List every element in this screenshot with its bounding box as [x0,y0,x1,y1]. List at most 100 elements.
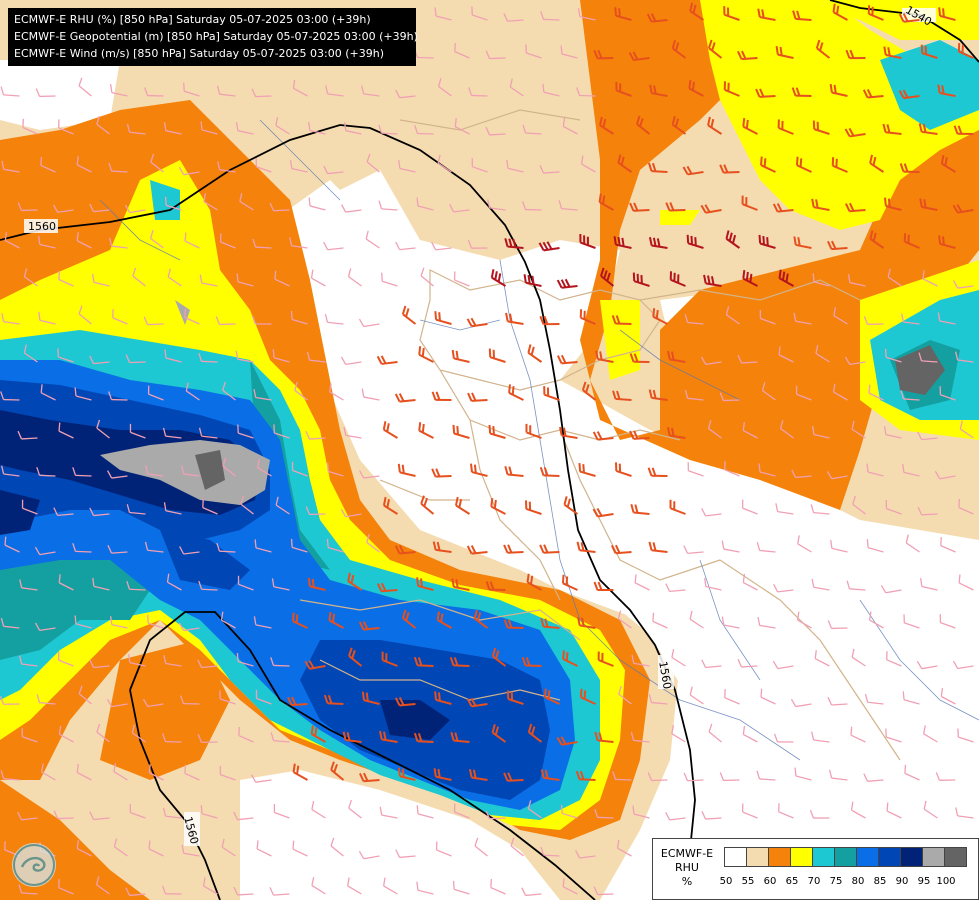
wind-barb-shaft [633,209,650,212]
wind-barb-shaft [40,392,56,401]
wind-barb-flag [952,660,959,669]
wind-barb-flag [546,387,550,397]
wind-barb-shaft [184,90,200,97]
wind-barb-shaft [437,619,452,629]
wind-barb-flag [544,618,549,628]
wind-barb-shaft [689,618,704,629]
wind-barb-flag [791,87,797,96]
wind-barb-shaft [563,125,578,135]
wind-barb-shaft [21,587,38,591]
wind-barb-flag [900,390,905,400]
wind-barb-flag [924,45,928,55]
wind-barb-shaft [526,431,542,439]
wind-barb-shaft [39,243,56,249]
wind-barb-flag [453,803,456,813]
wind-barb [689,610,704,629]
wind-barb-flag [468,87,473,96]
wind-barb-flag [560,354,567,364]
wind-barb [719,772,740,782]
wind-barb [129,804,146,819]
wind-barb-flag [543,544,549,553]
wind-barb-shaft [886,810,902,819]
wind-barb-flag [831,240,837,250]
wind-barb [474,837,488,857]
wind-barb [576,541,596,553]
wind-barb [648,236,668,249]
wind-barb-flag [252,238,257,248]
wind-barb-flag [455,579,459,588]
wind-barb-shaft [93,513,110,517]
wind-barb-shaft [489,356,506,363]
wind-barb-flag [184,308,186,318]
wind-barb-flag [216,85,221,95]
wind-barb [256,840,272,857]
wind-barb-flag [78,77,83,87]
wind-barb-shaft [150,161,164,173]
wind-barb-flag [524,500,528,509]
wind-barb-shaft [363,396,380,401]
wind-barb-flag [561,574,565,584]
wind-barb [108,162,128,173]
wind-barb [719,392,740,402]
wind-barb-flag [579,233,582,243]
wind-barb-flag [617,154,622,164]
wind-barb-shaft [327,171,344,175]
wind-barb-flag [78,305,83,315]
wind-barb-flag [757,616,761,626]
wind-barb-flag [92,577,95,587]
wind-barb-flag [96,115,100,125]
contour-label-1560: 1560 [656,660,674,690]
wind-barb [527,800,542,819]
wind-barb-flag [653,85,657,95]
wind-barb [305,506,326,516]
wind-barb-flag [529,575,534,585]
wind-barb [866,539,884,553]
wind-barb-flag [4,231,8,241]
wind-barb [958,498,974,515]
wind-barb [274,270,290,287]
wind-barb-flag [343,122,347,131]
wind-barb-shaft [904,772,920,781]
wind-barb [1,160,20,173]
wind-barb-shaft [525,132,542,135]
contour-label-bg [902,8,936,22]
wind-barb-shaft [579,549,596,553]
wind-barb [291,612,308,629]
wind-barb-flag [253,616,257,625]
wind-barb-flag [509,78,513,88]
wind-barb-flag [162,733,167,742]
wind-barb-flag [269,202,275,212]
wind-barb-shaft [435,775,452,781]
wind-barb-shaft [525,507,542,515]
wind-barb-shaft [129,131,146,135]
wind-barb-shaft [921,437,938,441]
wind-barb-shaft [471,551,488,555]
wind-barb-flag [129,804,132,813]
wind-barb [127,654,146,667]
wind-barb-shaft [689,694,704,705]
wind-barb-flag [938,235,942,244]
wind-barb-shaft [615,469,632,477]
wind-barb-flag [145,465,149,475]
wind-barb-flag [761,382,766,391]
wind-barb-shaft [869,238,885,249]
wind-barb [74,387,92,401]
wind-barb [900,313,920,325]
wind-barb-flag [742,118,746,127]
wind-barb-flag [323,165,329,174]
wind-barb-flag [540,846,545,856]
wind-barb [23,268,38,287]
wind-barb-flag [682,166,689,175]
wind-barb-flag [527,800,532,809]
wind-barb [614,7,632,21]
wind-barb-flag [526,573,530,583]
wind-barb-shaft [273,586,290,591]
wind-barb-flag [616,839,620,849]
wind-barb-shaft [705,209,722,214]
wind-barb-flag [686,234,690,244]
wind-barb [597,651,614,667]
wind-barb-shaft [57,817,74,820]
wind-barb [361,388,380,401]
wind-barb-flag [362,621,369,630]
wind-barb [742,270,758,287]
